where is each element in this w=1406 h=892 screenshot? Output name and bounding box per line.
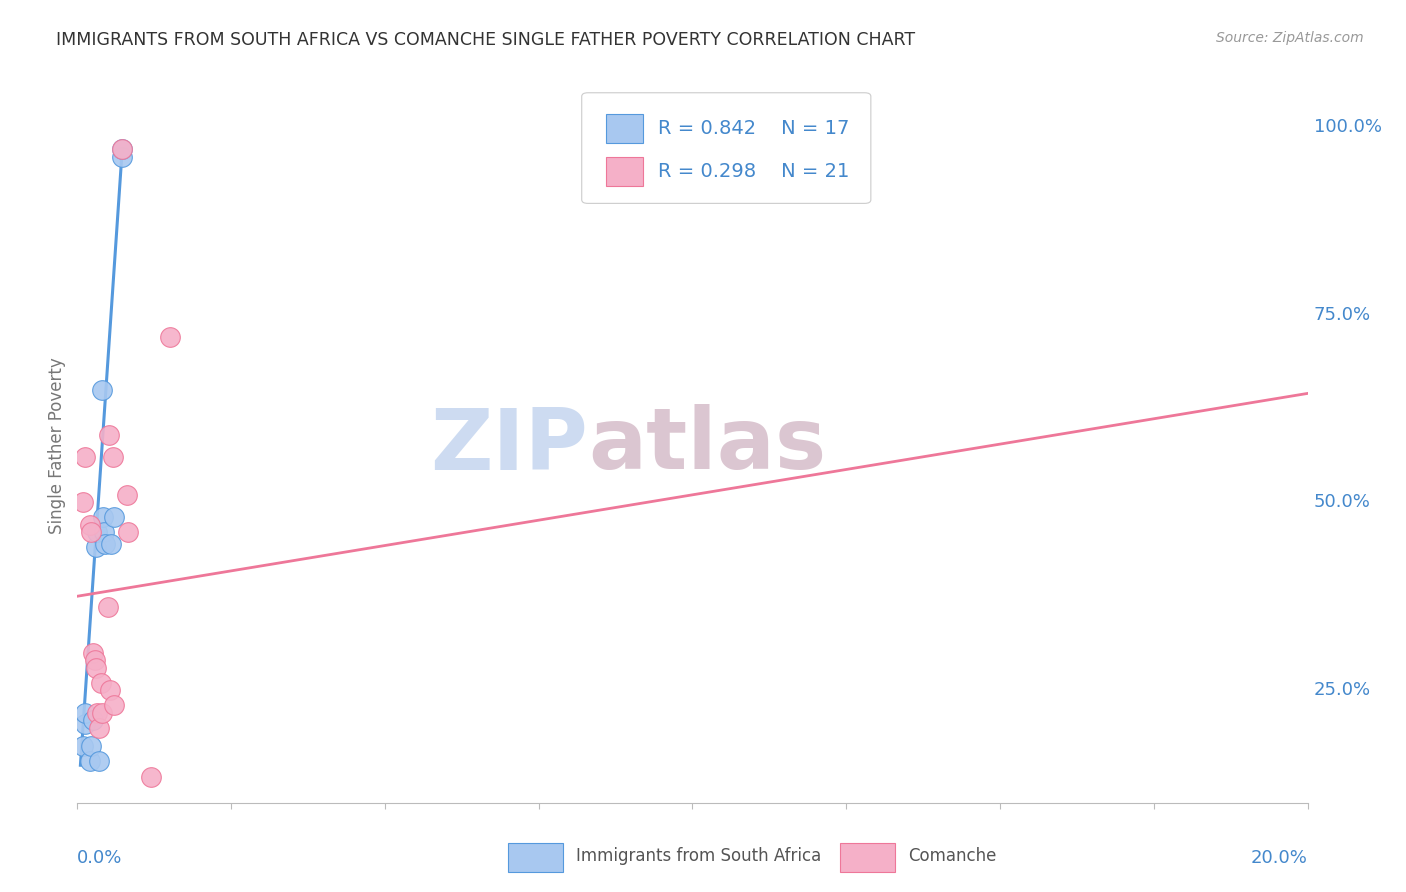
Point [79, 517, 101, 532]
Text: R = 0.298    N = 21: R = 0.298 N = 21 [658, 161, 849, 181]
Text: Source: ZipAtlas.com: Source: ZipAtlas.com [1216, 31, 1364, 45]
Point [90, 706, 114, 720]
Point [90, 675, 112, 690]
Point [111, 150, 132, 164]
Text: IMMIGRANTS FROM SOUTH AFRICA VS COMANCHE SINGLE FATHER POVERTY CORRELATION CHART: IMMIGRANTS FROM SOUTH AFRICA VS COMANCHE… [56, 31, 915, 49]
Point [90, 383, 114, 397]
FancyBboxPatch shape [508, 844, 564, 872]
Point [87, 755, 110, 769]
Point [100, 536, 122, 550]
Point [82, 713, 104, 727]
Point [103, 510, 125, 524]
Point [101, 450, 124, 465]
Point [91, 510, 114, 524]
Text: 50.0%: 50.0% [1313, 493, 1371, 511]
Point [84, 541, 107, 555]
Text: atlas: atlas [588, 404, 827, 488]
Point [97, 600, 120, 615]
Point [103, 698, 125, 713]
Point [72, 739, 94, 754]
Point [98, 683, 121, 698]
Point [73, 450, 96, 465]
Point [94, 536, 117, 550]
Text: 75.0%: 75.0% [1313, 306, 1371, 324]
Point [115, 488, 138, 502]
FancyBboxPatch shape [841, 844, 896, 872]
Point [98, 427, 121, 442]
Text: 100.0%: 100.0% [1313, 118, 1382, 136]
Point [75, 706, 97, 720]
Text: 20.0%: 20.0% [1251, 849, 1308, 867]
Text: 0.0%: 0.0% [77, 849, 122, 867]
Point [87, 721, 110, 735]
Point [80, 739, 103, 754]
Point [111, 142, 132, 156]
Point [79, 755, 101, 769]
Text: R = 0.842    N = 17: R = 0.842 N = 17 [658, 119, 849, 138]
Y-axis label: Single Father Poverty: Single Father Poverty [48, 358, 66, 534]
Text: Immigrants from South Africa: Immigrants from South Africa [575, 847, 821, 865]
Point [141, 770, 163, 784]
Point [80, 525, 103, 540]
Point [159, 330, 181, 344]
Point [111, 142, 134, 156]
FancyBboxPatch shape [606, 114, 644, 143]
Point [84, 660, 107, 674]
Text: Comanche: Comanche [908, 847, 995, 865]
Point [83, 653, 105, 667]
Point [93, 525, 115, 540]
Text: ZIP: ZIP [430, 404, 588, 488]
Point [86, 706, 108, 720]
FancyBboxPatch shape [582, 93, 870, 203]
Point [82, 646, 104, 660]
Point [73, 717, 96, 731]
Point [72, 495, 94, 509]
FancyBboxPatch shape [606, 157, 644, 186]
Point [117, 525, 139, 540]
Text: 25.0%: 25.0% [1313, 681, 1371, 699]
Point [86, 525, 108, 540]
